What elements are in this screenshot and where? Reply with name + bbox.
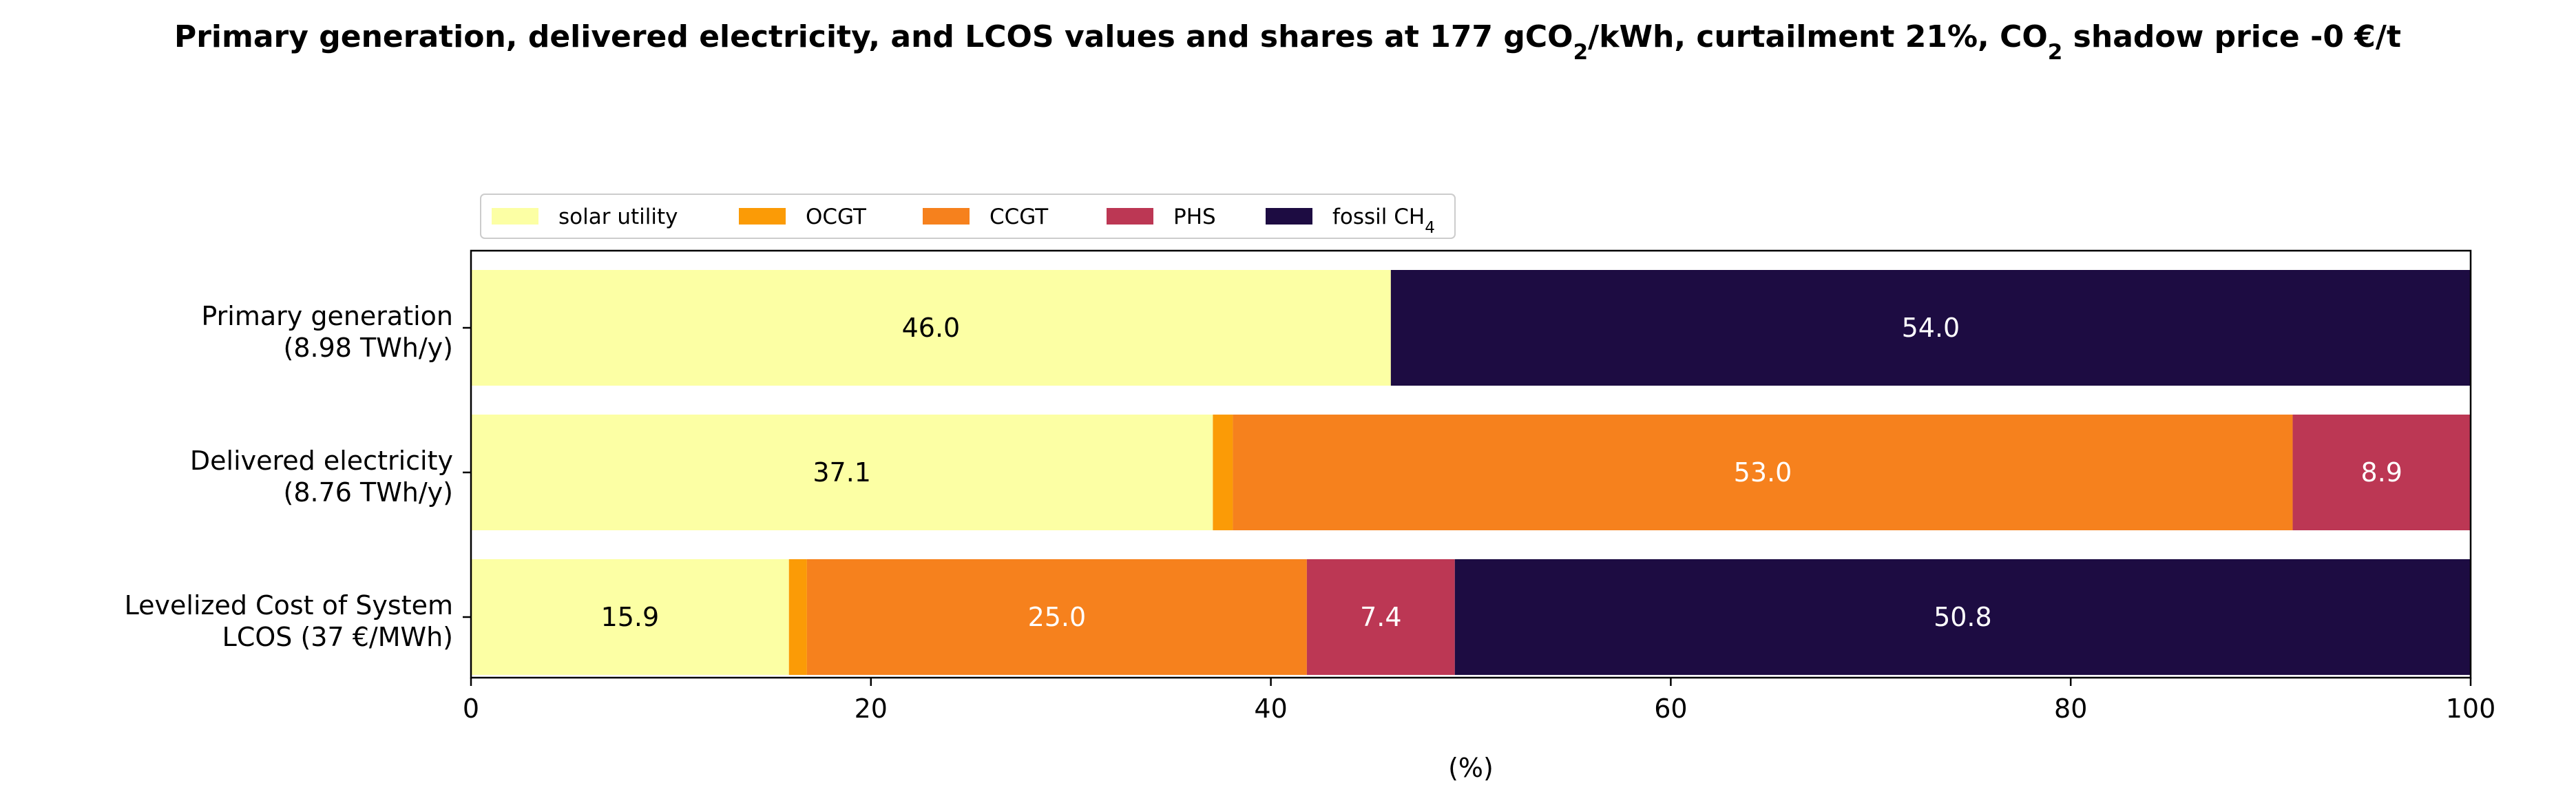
legend-swatch [739, 208, 786, 225]
y-tick-label-line: (8.76 TWh/y) [284, 477, 454, 508]
bar-solar-utility-row-1 [471, 415, 1213, 530]
legend: solar utility OCGT CCGT PHS fossil CH4 [480, 194, 1456, 239]
title-part: Primary generation, delivered electricit… [174, 19, 1573, 54]
data-label: 50.8 [1934, 602, 1992, 632]
x-tick-label: 20 [855, 694, 888, 724]
plot-frame [470, 249, 2472, 679]
y-tick-label-line: (8.98 TWh/y) [284, 333, 454, 363]
legend-entry-label: PHS [1173, 205, 1216, 229]
title-part: shadow price -0 €/t [2062, 19, 2401, 54]
title-subscript: 2 [1573, 40, 1589, 65]
data-label: 54.0 [1902, 313, 1960, 343]
y-tick-label: Primary generation (8.98 TWh/y) [201, 301, 453, 363]
x-tick-label: 80 [2054, 694, 2087, 724]
title-part: /kWh, curtailment 21%, CO [1588, 19, 2048, 54]
y-tick-label-line: Delivered electricity [190, 446, 453, 476]
chart-title: Primary generation, delivered electricit… [174, 19, 2401, 65]
bars: 46.0 54.0 37.1 53.0 8.9 15.9 25.0 7.4 50.8 [471, 270, 2471, 675]
title-subscript: 2 [2048, 40, 2063, 65]
bar-ccgt-row-2 [806, 559, 1307, 675]
x-tick-label: 100 [2446, 694, 2496, 724]
x-tick-label: 60 [1654, 694, 1687, 724]
bar-solar-utility-row-2 [471, 559, 789, 675]
x-axis: 0 20 40 60 80 100 [463, 678, 2495, 724]
y-tick-label: Levelized Cost of System LCOS (37 €/MWh) [125, 590, 453, 652]
bar-solar-utility-row-0 [471, 270, 1391, 386]
x-tick-label: 0 [463, 694, 479, 724]
data-label: 53.0 [1734, 457, 1792, 488]
y-tick-label: Delivered electricity (8.76 TWh/y) [190, 446, 453, 508]
legend-swatch [923, 208, 970, 225]
legend-entry-label: solar utility [558, 205, 678, 229]
bar-phs-row-2 [1306, 559, 1455, 675]
legend-swatch [1107, 208, 1153, 225]
data-label: 8.9 [2361, 457, 2402, 488]
y-tick-label-line: Levelized Cost of System [125, 590, 453, 620]
bar-fossil-ch4-row-0 [1390, 270, 2471, 386]
legend-entry-label: fossil CH4 [1332, 205, 1435, 237]
bar-ccgt-row-1 [1233, 415, 2293, 530]
data-label: 7.4 [1360, 602, 1401, 632]
y-axis: Primary generation (8.98 TWh/y) Delivered … [125, 301, 471, 652]
bar-phs-row-1 [2292, 415, 2471, 530]
data-label: 46.0 [902, 313, 961, 343]
legend-entry-label: OCGT [806, 205, 867, 229]
y-tick-label-line: Primary generation [201, 301, 453, 331]
legend-swatch [492, 208, 538, 225]
bar-ocgt-row-2 [788, 559, 807, 675]
legend-subscript: 4 [1425, 219, 1435, 237]
legend-entry-label: CCGT [989, 205, 1049, 229]
data-label: 15.9 [601, 602, 660, 632]
legend-swatch [1266, 208, 1312, 225]
legend-text: fossil CH [1332, 205, 1425, 229]
data-label: 37.1 [813, 457, 871, 488]
x-axis-label: (%) [1448, 753, 1494, 783]
y-tick-label-line: LCOS (37 €/MWh) [222, 622, 453, 652]
bar-ocgt-row-1 [1213, 415, 1233, 530]
bar-fossil-ch4-row-2 [1454, 559, 2471, 675]
x-tick-label: 40 [1254, 694, 1287, 724]
data-label: 25.0 [1028, 602, 1087, 632]
